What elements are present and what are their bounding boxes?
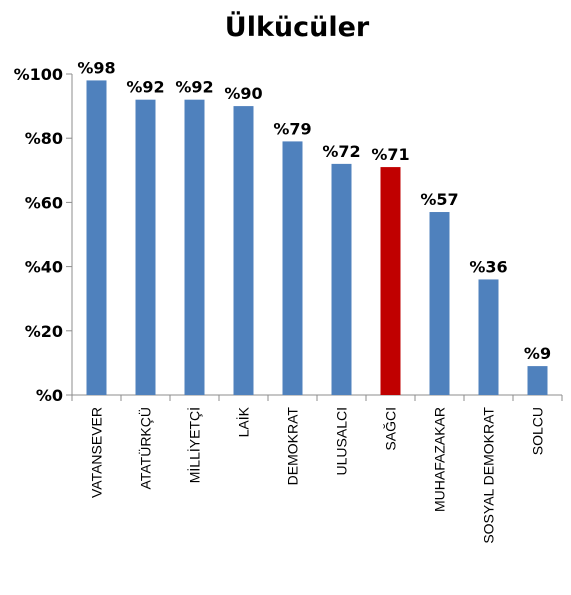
category-label: SAĞCI — [383, 407, 399, 451]
y-tick-label: %40 — [25, 258, 63, 277]
chart-title: Ülkücüler — [225, 10, 370, 43]
data-labels: %98 %92 %92 %90 %79 %72 %71 %57 %36 %9 — [77, 58, 551, 363]
category-label: SOLCU — [530, 407, 546, 455]
y-tick-label: %60 — [25, 193, 63, 212]
data-label: %98 — [77, 58, 115, 77]
category-label: VATANSEVER — [89, 407, 105, 498]
category-label: SOSYAL DEMOKRAT — [481, 407, 497, 544]
category-label: DEMOKRAT — [285, 407, 301, 486]
category-label: MUHAFAZAKAR — [432, 407, 448, 512]
bar — [478, 279, 499, 395]
category-label: ATATÜRKÇÜ — [137, 407, 154, 489]
bar — [429, 212, 450, 395]
category-labels: VATANSEVER ATATÜRKÇÜ MİLLİYETÇİ LAİK DEMOKRA… — [89, 406, 546, 543]
data-label: %90 — [224, 84, 262, 103]
bar — [380, 167, 401, 395]
bar — [233, 106, 254, 395]
data-label: %36 — [469, 257, 507, 276]
data-label: %92 — [126, 78, 164, 97]
y-tick-label: %80 — [25, 129, 63, 148]
y-tick-label: %20 — [25, 322, 63, 341]
x-axis — [71, 394, 563, 401]
y-axis: %0 %20 %40 %60 %80 %100 — [14, 65, 73, 405]
data-label: %71 — [371, 145, 409, 164]
bar — [184, 99, 205, 396]
bar — [282, 141, 303, 395]
category-label: MİLLİYETÇİ — [186, 407, 203, 483]
bar — [135, 99, 156, 396]
data-label: %92 — [175, 78, 213, 97]
data-label: %57 — [420, 190, 458, 209]
bar — [86, 80, 107, 396]
category-label: ULUSALCI — [334, 407, 350, 475]
data-label: %79 — [273, 119, 311, 138]
bar — [527, 366, 548, 395]
data-label: %72 — [322, 142, 360, 161]
category-label: LAİK — [235, 406, 252, 437]
bar — [331, 163, 352, 395]
bar-series — [86, 80, 548, 396]
y-tick-label: %100 — [14, 65, 63, 84]
y-tick-label: %0 — [36, 386, 63, 405]
data-label: %9 — [524, 344, 551, 363]
